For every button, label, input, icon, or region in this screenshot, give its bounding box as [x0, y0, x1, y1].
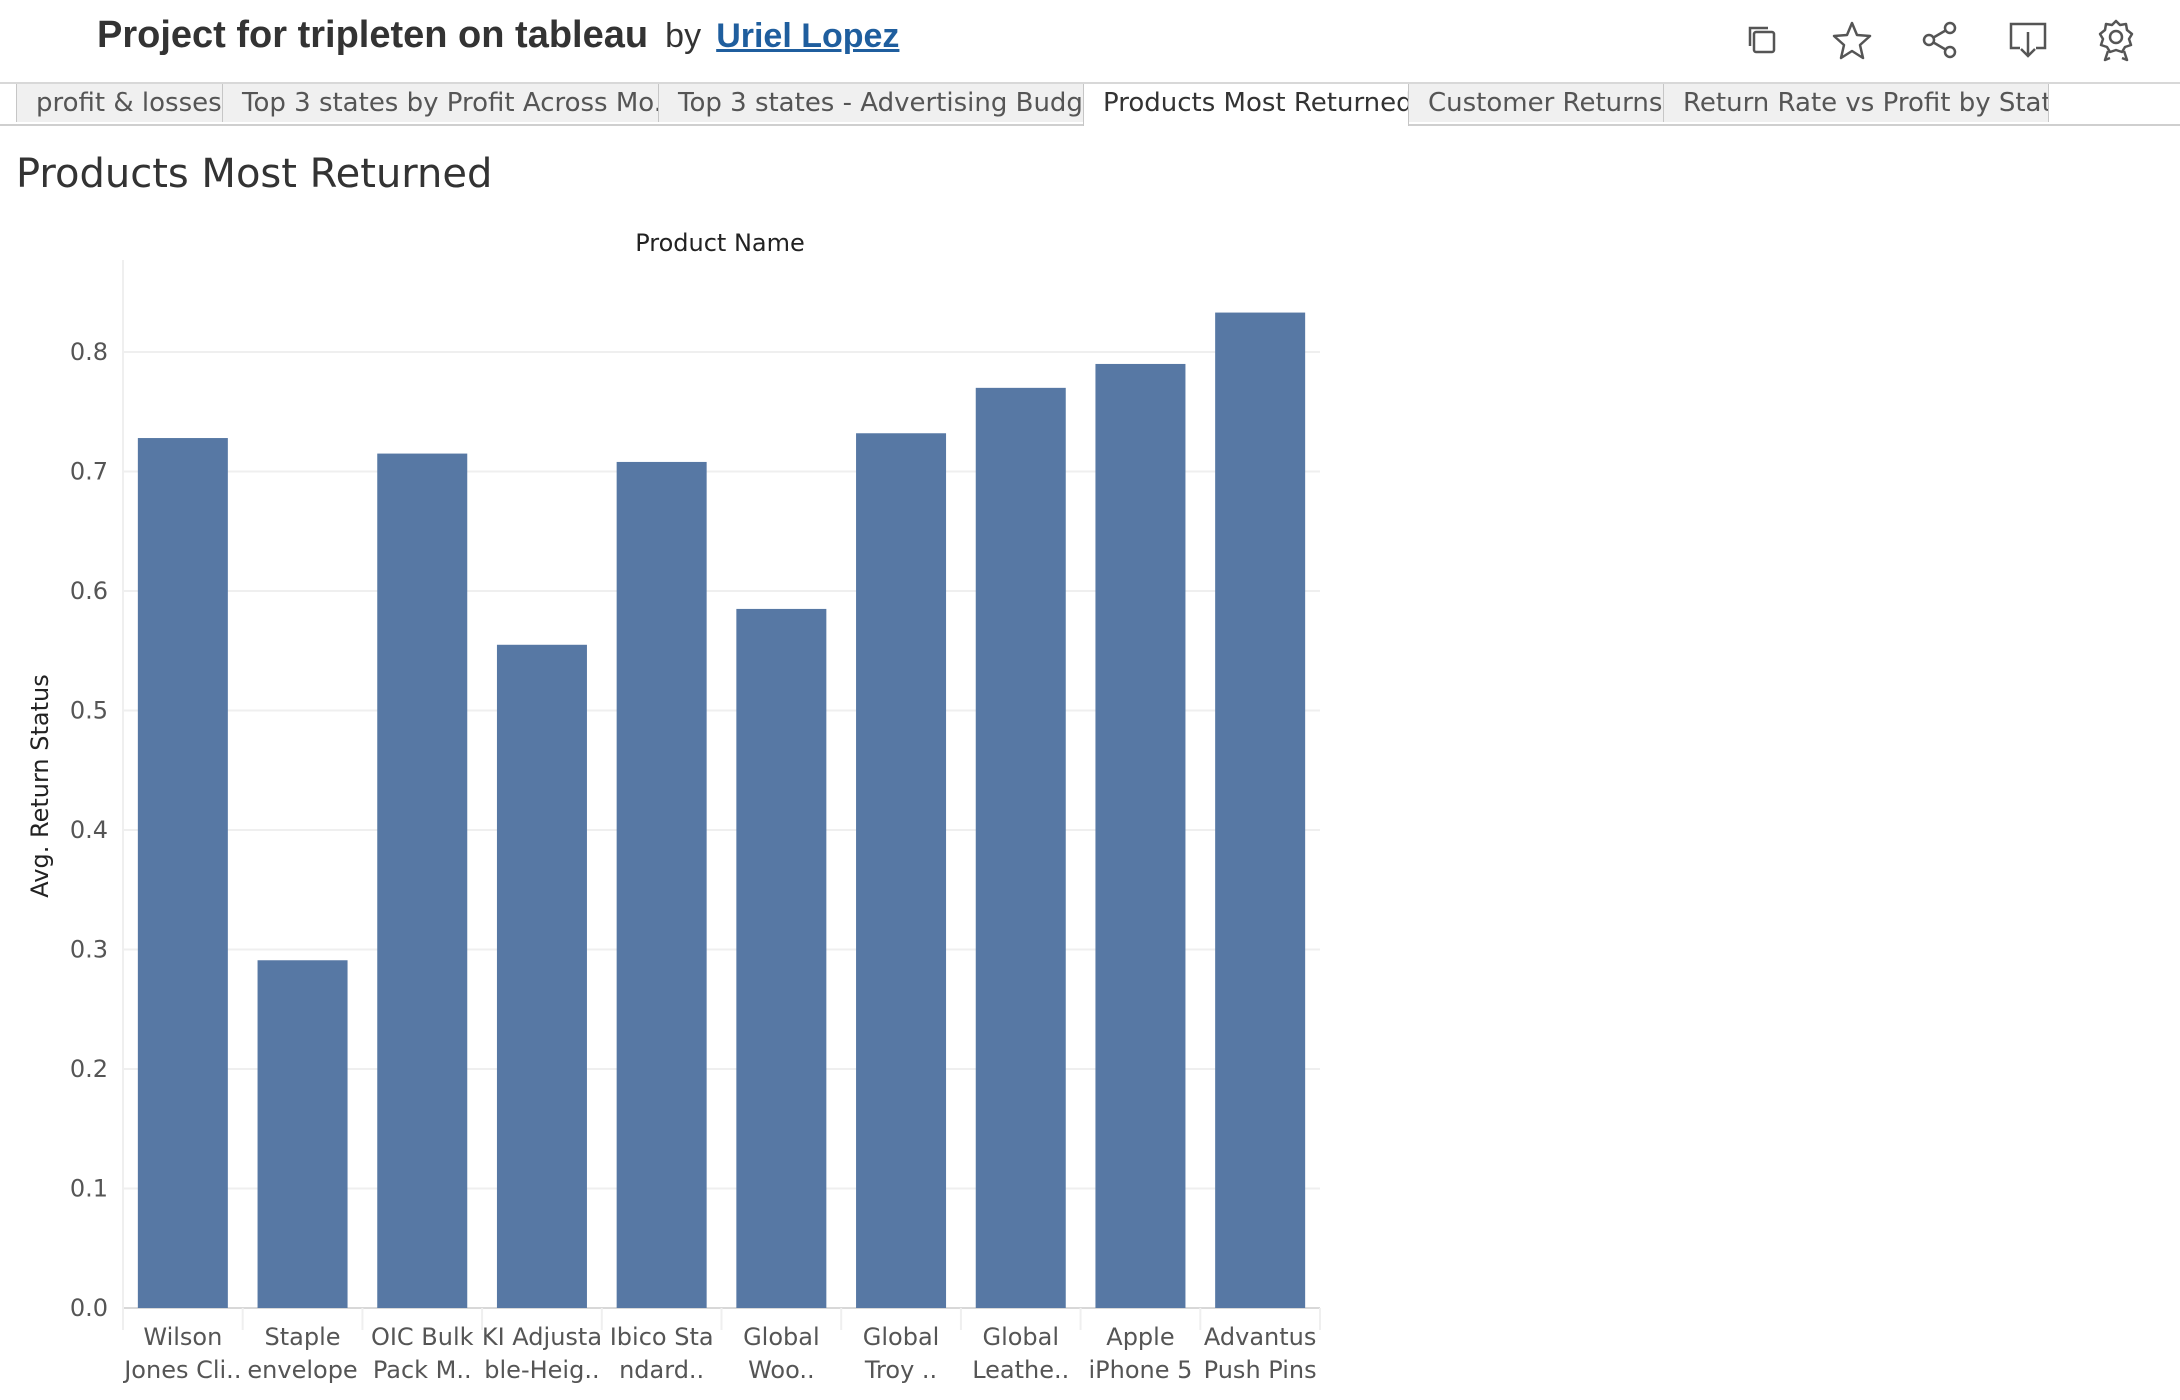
- x-tick-label: ndard..: [619, 1356, 704, 1384]
- sheet-title: Products Most Returned: [16, 151, 493, 197]
- x-axis-title: Product Name: [635, 229, 805, 257]
- tab-products-most-returned[interactable]: Products Most Returned: [1083, 84, 1409, 126]
- x-tick-label: Jones Cli..: [122, 1356, 241, 1384]
- x-tick-label: OIC Bulk: [371, 1323, 474, 1351]
- y-tick-labels: 0.0 0.1 0.2 0.3 0.4 0.5 0.6 0.7 0.8: [70, 338, 108, 1322]
- bar-chart: 0.0 0.1 0.2 0.3 0.4 0.5 0.6 0.7 0.8 Wilson Jones …: [0, 220, 1340, 1400]
- viz-title: Project for tripleten on tableau: [97, 14, 649, 56]
- x-tick-label: Apple: [1106, 1323, 1174, 1351]
- x-tick-label: Ibico Sta: [610, 1323, 714, 1351]
- y-tick-label: 0.3: [70, 936, 108, 964]
- tab-top-3-states-by-profit[interactable]: Top 3 states by Profit Across Mo...: [222, 84, 659, 122]
- y-tick-label: 0.2: [70, 1055, 108, 1083]
- x-tick-label: Wilson: [143, 1323, 222, 1351]
- tab-customer-returns[interactable]: Customer Returns: [1408, 84, 1664, 122]
- title-line: Project for tripleten on tableau by Urie…: [97, 14, 899, 57]
- x-tick-label: Global: [743, 1323, 820, 1351]
- tab-profit-and-losses[interactable]: profit & losses: [16, 84, 223, 122]
- y-tick-label: 0.4: [70, 816, 108, 844]
- tab-top-3-states-advertising-budget[interactable]: Top 3 states - Advertising Budget: [658, 84, 1084, 122]
- bar[interactable]: [1095, 363, 1186, 1308]
- duplicate-icon[interactable]: [1742, 18, 1786, 62]
- bar[interactable]: [1215, 312, 1306, 1308]
- by-label: by: [665, 17, 702, 55]
- bar[interactable]: [856, 433, 947, 1308]
- x-tick-label: Pack M..: [373, 1356, 472, 1384]
- tab-return-rate-vs-profit[interactable]: Return Rate vs Profit by State: [1663, 84, 2049, 122]
- x-tick-label: envelope: [247, 1356, 357, 1384]
- x-tick-label: Woo..: [748, 1356, 815, 1384]
- x-tick-label: KI Adjusta: [482, 1323, 602, 1351]
- y-tick-label: 0.1: [70, 1175, 108, 1203]
- x-tick-label: Global: [863, 1323, 940, 1351]
- y-tick-label: 0.7: [70, 458, 108, 486]
- x-tick-label: Troy ..: [864, 1356, 937, 1384]
- x-tick-label: Advantus: [1204, 1323, 1316, 1351]
- x-tick-label: ble-Heig..: [484, 1356, 599, 1384]
- x-tick-label: Global: [982, 1323, 1059, 1351]
- header: Project for tripleten on tableau by Urie…: [0, 0, 2180, 82]
- badge-icon[interactable]: [2094, 18, 2138, 62]
- bar[interactable]: [975, 387, 1066, 1309]
- bar[interactable]: [137, 438, 228, 1308]
- bar[interactable]: [616, 461, 707, 1308]
- x-tick-label: Staple: [265, 1323, 341, 1351]
- bars: [137, 312, 1306, 1309]
- y-tick-label: 0.0: [70, 1294, 108, 1322]
- bar[interactable]: [257, 960, 348, 1308]
- bar[interactable]: [736, 608, 827, 1308]
- x-tick-label: Push Pins: [1204, 1356, 1317, 1384]
- y-tick-label: 0.8: [70, 338, 108, 366]
- x-tick-label: Leathe..: [972, 1356, 1069, 1384]
- favorite-star-icon[interactable]: [1830, 18, 1874, 62]
- author-link[interactable]: Uriel Lopez: [716, 17, 900, 55]
- x-tick-label: iPhone 5: [1088, 1356, 1192, 1384]
- bar[interactable]: [377, 453, 468, 1308]
- y-axis-title: Avg. Return Status: [26, 674, 54, 897]
- download-icon[interactable]: [2006, 18, 2050, 62]
- x-tick-labels: Wilson Jones Cli.. Staple envelope OIC Bulk P…: [122, 1323, 1316, 1384]
- y-tick-label: 0.5: [70, 697, 108, 725]
- bar[interactable]: [496, 644, 587, 1308]
- sheet-tabs: profit & losses Top 3 states by Profit A…: [0, 82, 2180, 126]
- share-icon[interactable]: [1918, 18, 1962, 62]
- y-tick-label: 0.6: [70, 577, 108, 605]
